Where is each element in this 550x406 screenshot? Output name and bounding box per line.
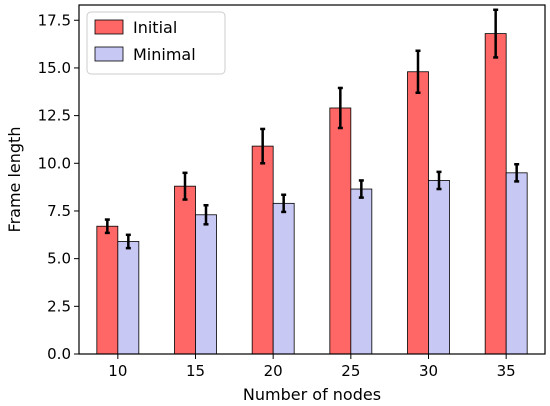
x-tick-label: 20: [264, 362, 283, 380]
y-axis-label: Frame length: [5, 127, 24, 233]
error-bar-minimal-10: [125, 233, 131, 250]
bar-initial-15: [174, 185, 196, 355]
error-bar-initial-30: [415, 49, 421, 94]
bar-minimal-15: [195, 214, 217, 355]
y-tick-label: 0.0: [47, 345, 71, 363]
error-bar-initial-20: [260, 127, 266, 165]
error-bar-minimal-30: [436, 170, 442, 191]
x-tick-label: 35: [497, 362, 516, 380]
legend-label-initial: Initial: [133, 18, 177, 37]
bar-minimal-35: [505, 172, 528, 355]
x-axis-ticks: 10 15 20 25 30 35: [108, 354, 516, 380]
error-bar-initial-35: [493, 8, 499, 59]
y-tick-label: 2.5: [47, 297, 71, 315]
x-tick-label: 15: [186, 362, 205, 380]
error-bar-minimal-15: [203, 203, 209, 226]
bar-minimal-30: [428, 180, 450, 355]
error-bar-minimal-25: [358, 179, 364, 199]
x-axis-label: Number of nodes: [243, 385, 381, 404]
x-tick-label: 25: [341, 362, 360, 380]
bar-minimal-10: [117, 241, 140, 355]
legend: Initial Minimal: [86, 11, 226, 75]
y-tick-label: 10.0: [38, 154, 71, 172]
error-bars-layer: [104, 8, 520, 250]
plot-frame: [78, 4, 546, 355]
legend-swatch-initial: [94, 19, 124, 35]
bars-layer: [96, 33, 528, 355]
x-tick-label: 10: [108, 362, 127, 380]
x-tick-label: 30: [419, 362, 438, 380]
y-tick-label: 17.5: [38, 11, 71, 29]
bar-minimal-25: [350, 188, 373, 355]
bar-minimal-20: [272, 202, 295, 355]
legend-swatch-minimal: [94, 46, 124, 62]
bar-initial-10: [96, 225, 119, 355]
error-bar-initial-15: [182, 171, 188, 201]
y-axis-ticks: 0.0 2.5 5.0 7.5 10.0 12.5 15.0 17.5: [38, 11, 79, 363]
error-bar-initial-10: [104, 218, 110, 235]
y-tick-label: 15.0: [38, 59, 71, 77]
y-tick-label: 7.5: [47, 202, 71, 220]
error-bar-initial-25: [337, 86, 343, 130]
y-tick-label: 5.0: [47, 250, 71, 268]
error-bar-minimal-20: [281, 193, 287, 214]
legend-label-minimal: Minimal: [133, 45, 196, 64]
bar-initial-25: [329, 107, 352, 355]
error-bar-minimal-35: [514, 162, 520, 183]
y-tick-label: 12.5: [38, 107, 71, 125]
bar-initial-20: [251, 145, 274, 355]
bar-initial-35: [484, 33, 507, 355]
bar-initial-30: [407, 71, 429, 355]
